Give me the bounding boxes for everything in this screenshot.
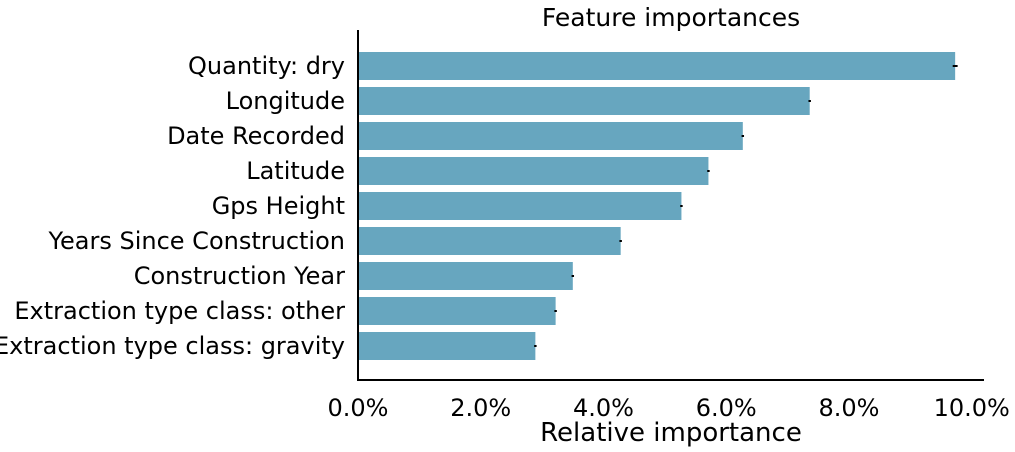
category-label-quantity-dry: Quantity: dry bbox=[188, 52, 345, 80]
category-label-extraction-type-class-other: Extraction type class: other bbox=[14, 297, 345, 325]
x-tick-label: 4.0% bbox=[573, 394, 634, 422]
bar-date-recorded bbox=[358, 122, 743, 150]
category-label-longitude: Longitude bbox=[226, 87, 345, 115]
bar-years-since-construction bbox=[358, 227, 621, 255]
bar-extraction-type-class-other bbox=[358, 297, 556, 325]
category-label-latitude: Latitude bbox=[246, 157, 345, 185]
category-label-years-since-construction: Years Since Construction bbox=[48, 227, 345, 255]
bars-group bbox=[358, 52, 956, 360]
x-axis-title: Relative importance bbox=[540, 418, 802, 448]
x-tick-label: 2.0% bbox=[450, 394, 511, 422]
x-ticks-group: 0.0% 2.0% 4.0% 6.0% 8.0% 10.0% bbox=[328, 394, 1010, 422]
category-label-extraction-type-class-gravity: Extraction type class: gravity bbox=[0, 332, 345, 360]
bar-construction-year bbox=[358, 262, 573, 290]
chart-title: Feature importances bbox=[542, 3, 800, 32]
bar-gps-height bbox=[358, 192, 682, 220]
category-label-construction-year: Construction Year bbox=[134, 262, 345, 290]
category-label-date-recorded: Date Recorded bbox=[167, 122, 345, 150]
x-tick-label: 10.0% bbox=[934, 394, 1010, 422]
bar-quantity-dry bbox=[358, 52, 956, 80]
bar-longitude bbox=[358, 87, 810, 115]
error-bars-group bbox=[534, 65, 958, 347]
category-label-gps-height: Gps Height bbox=[212, 192, 345, 220]
bar-latitude bbox=[358, 157, 709, 185]
x-tick-label: 6.0% bbox=[696, 394, 757, 422]
x-tick-label: 8.0% bbox=[818, 394, 879, 422]
category-labels-group: Quantity: dry Longitude Date Recorded Latit… bbox=[0, 52, 345, 360]
x-tick-label: 0.0% bbox=[328, 394, 389, 422]
bar-extraction-type-class-gravity bbox=[358, 332, 536, 360]
